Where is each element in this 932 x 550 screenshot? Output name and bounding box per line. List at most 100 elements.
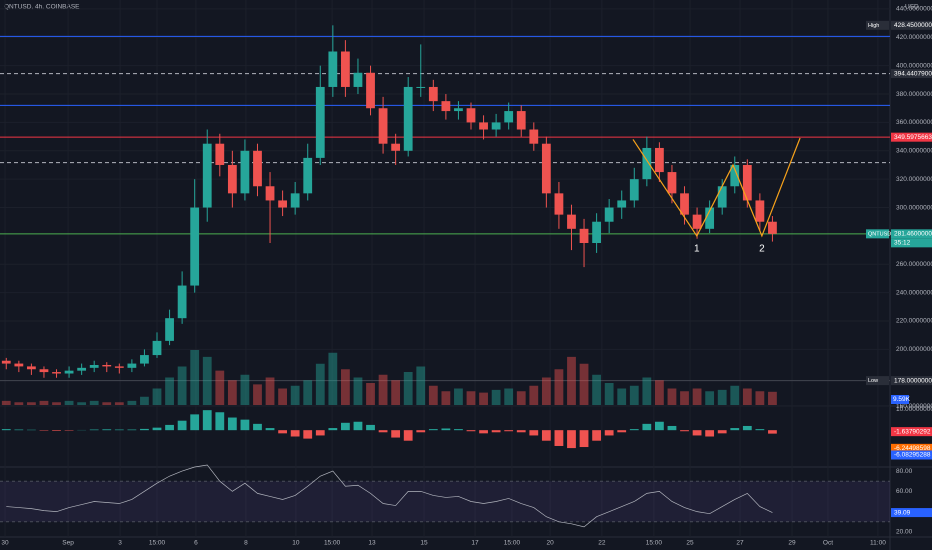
- x-tick-label: 10: [292, 540, 300, 547]
- volume-bar: [416, 366, 426, 405]
- macd-bar: [127, 429, 137, 431]
- candle-body: [642, 147, 652, 180]
- volume-bar: [114, 402, 124, 405]
- candle-body: [290, 193, 300, 208]
- macd-bar: [441, 428, 451, 431]
- price-tag-label: -6.08295288: [894, 452, 931, 459]
- y-tick-label: 420.00000000: [896, 34, 932, 41]
- rsi-band: [0, 481, 890, 522]
- pattern-line: [632, 137, 801, 238]
- macd-bar: [592, 430, 601, 441]
- series-tag: [866, 20, 889, 30]
- macd-bar: [529, 430, 539, 436]
- y-tick-label: 300.00000000: [896, 204, 932, 211]
- macd-bar: [516, 430, 526, 433]
- macd-bar: [102, 429, 112, 431]
- series-tag: [866, 229, 889, 239]
- candle-body: [466, 108, 476, 123]
- macd-bar: [328, 428, 338, 431]
- volume-bar: [391, 380, 401, 405]
- x-tick-label: 25: [686, 540, 694, 547]
- candle-body: [604, 207, 614, 222]
- candle-body: [391, 143, 401, 151]
- macd-tick-label: 10.00000000: [896, 406, 932, 413]
- volume-bar: [680, 391, 689, 405]
- candle-body: [416, 86, 426, 88]
- volume-bar: [227, 380, 237, 405]
- macd-bar: [579, 430, 589, 448]
- volume-bar: [692, 388, 702, 405]
- volume-bar: [755, 391, 765, 405]
- x-tick-label: 11:00: [870, 540, 886, 547]
- macd-bar: [705, 430, 715, 437]
- volume-bar: [742, 388, 752, 405]
- volume-bar: [303, 380, 313, 405]
- candle-body: [378, 108, 388, 144]
- macd-bar: [278, 430, 287, 434]
- macd-bar: [140, 428, 149, 431]
- candle-body: [579, 228, 589, 243]
- volume-bar: [466, 391, 476, 405]
- candle-body: [240, 150, 250, 194]
- volume-bar: [177, 366, 187, 405]
- candle-body: [491, 122, 501, 130]
- macd-bar: [554, 430, 564, 446]
- volume-bar: [1, 400, 11, 405]
- macd-bar: [303, 430, 313, 439]
- volume-bar: [529, 385, 539, 405]
- candle-body: [353, 72, 363, 87]
- chart-title: QNTUSD, 4h, COINBASE: [4, 4, 80, 11]
- candle-body: [516, 111, 526, 130]
- x-tick-label: 22: [598, 540, 606, 547]
- price-tag-label: -1.63790292: [894, 428, 931, 435]
- volume-bar: [215, 370, 225, 405]
- macd-bar: [177, 420, 187, 431]
- macd-bar: [454, 429, 463, 431]
- volume-bar: [253, 384, 262, 405]
- price-tag: [891, 376, 932, 386]
- countdown-label: 35:12: [894, 240, 911, 247]
- x-tick-label: 15:00: [646, 540, 663, 547]
- candle-body: [617, 200, 627, 208]
- volume-bar: [366, 383, 375, 405]
- macd-bar: [504, 430, 514, 432]
- macd-bar: [479, 430, 488, 434]
- macd-bar: [541, 430, 551, 441]
- macd-bar: [491, 430, 501, 433]
- candle-body: [303, 157, 313, 194]
- macd-bar: [617, 430, 627, 433]
- volume-bar: [617, 388, 627, 405]
- y-tick-label: 400.00000000: [896, 62, 932, 69]
- countdown-tag: [891, 238, 932, 248]
- macd-bar: [692, 430, 702, 436]
- price-tag-label: 281.46000000: [894, 231, 932, 238]
- volume-bar: [454, 388, 463, 405]
- candle-body: [215, 143, 225, 165]
- candle-body: [655, 147, 664, 173]
- price-tag: [891, 443, 932, 453]
- candle-body: [667, 172, 677, 194]
- volume-bar: [14, 402, 24, 405]
- candle-body: [165, 318, 174, 341]
- macd-bar: [403, 430, 413, 441]
- volume-bar: [642, 377, 652, 405]
- candle-body: [428, 86, 438, 102]
- y-tick-label: 200.00000000: [896, 346, 932, 353]
- rsi-line: [6, 464, 773, 528]
- candle-body: [152, 340, 162, 356]
- macd-bar: [265, 428, 275, 431]
- candle-body: [403, 86, 413, 151]
- candle-body: [102, 364, 112, 367]
- price-tag-label: 394.44079005: [894, 70, 932, 77]
- y-tick-label: 240.00000000: [896, 289, 932, 296]
- price-tag: [891, 132, 932, 142]
- volume-bar: [202, 356, 212, 405]
- volume-bar: [39, 400, 49, 405]
- price-tag: [891, 229, 932, 239]
- annotation: 2: [759, 243, 765, 254]
- volume-bar: [705, 391, 715, 405]
- macd-bar: [290, 430, 300, 437]
- price-tag: [891, 450, 932, 460]
- price-tag-label: 428.45000000: [894, 22, 932, 29]
